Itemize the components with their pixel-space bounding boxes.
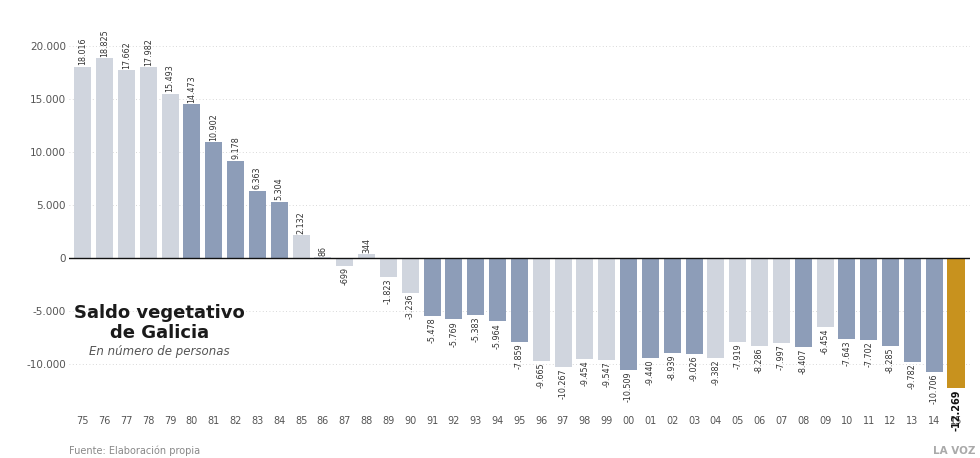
Text: 86: 86 xyxy=(318,246,327,256)
Text: Fuente: Elaboración propia: Fuente: Elaboración propia xyxy=(69,445,200,456)
Text: 344: 344 xyxy=(362,238,371,253)
Text: 18.016: 18.016 xyxy=(78,38,87,65)
Bar xyxy=(926,258,943,372)
Bar xyxy=(904,258,921,362)
Bar xyxy=(598,258,615,360)
Text: -5.769: -5.769 xyxy=(450,321,459,347)
Bar xyxy=(511,258,528,342)
Text: -5.964: -5.964 xyxy=(493,323,502,349)
Bar xyxy=(249,191,266,258)
Text: -9.665: -9.665 xyxy=(537,362,546,388)
Bar xyxy=(445,258,463,319)
Bar xyxy=(227,161,244,258)
Text: -7.643: -7.643 xyxy=(843,341,852,366)
Text: -9.547: -9.547 xyxy=(603,361,612,387)
Bar xyxy=(315,257,331,258)
Bar xyxy=(96,58,113,258)
Bar xyxy=(140,67,157,258)
Text: -7.702: -7.702 xyxy=(864,341,873,367)
Text: 17.662: 17.662 xyxy=(122,41,131,69)
Text: Saldo vegetativo: Saldo vegetativo xyxy=(74,305,245,322)
Text: 18.825: 18.825 xyxy=(100,29,109,57)
Bar xyxy=(729,258,746,342)
Text: 2.132: 2.132 xyxy=(297,211,306,234)
Bar xyxy=(663,258,681,353)
Text: -9.382: -9.382 xyxy=(711,359,720,385)
Text: -5.383: -5.383 xyxy=(471,317,480,342)
Bar xyxy=(205,142,222,258)
Text: 14.473: 14.473 xyxy=(187,75,196,103)
Bar xyxy=(467,258,484,315)
Text: -7.919: -7.919 xyxy=(733,344,742,370)
Text: 9.178: 9.178 xyxy=(231,136,240,159)
Text: -9.782: -9.782 xyxy=(907,364,917,389)
Bar xyxy=(948,258,964,388)
Bar xyxy=(336,258,353,266)
Bar xyxy=(118,71,135,258)
Text: -9.440: -9.440 xyxy=(646,360,655,385)
Bar xyxy=(816,258,834,327)
Bar xyxy=(358,255,375,258)
Bar xyxy=(162,93,178,258)
Bar xyxy=(708,258,724,358)
Text: -6.454: -6.454 xyxy=(820,328,829,354)
Text: -7.859: -7.859 xyxy=(514,343,524,369)
Bar xyxy=(620,258,637,370)
Bar xyxy=(183,104,201,258)
Text: -1.823: -1.823 xyxy=(384,279,393,305)
Bar xyxy=(751,258,768,346)
Text: -8.285: -8.285 xyxy=(886,348,895,373)
Bar xyxy=(380,258,397,278)
Bar xyxy=(423,258,441,316)
Text: de Galicia: de Galicia xyxy=(110,323,209,342)
Bar xyxy=(74,67,91,258)
Text: -12.269: -12.269 xyxy=(951,390,961,431)
Text: -8.286: -8.286 xyxy=(755,348,764,373)
Text: -9.026: -9.026 xyxy=(690,355,699,381)
Text: 10.902: 10.902 xyxy=(210,113,219,141)
Text: -5.478: -5.478 xyxy=(427,318,436,344)
Bar xyxy=(270,202,288,258)
Bar xyxy=(402,258,418,293)
Text: LA VOZ: LA VOZ xyxy=(933,446,975,456)
Text: -699: -699 xyxy=(340,267,349,285)
Bar xyxy=(838,258,856,339)
Text: -8.407: -8.407 xyxy=(799,349,808,374)
Text: 5.304: 5.304 xyxy=(274,178,284,201)
Bar xyxy=(773,258,790,343)
Bar xyxy=(642,258,659,359)
Bar xyxy=(860,258,877,340)
Bar xyxy=(489,258,506,322)
Text: 6.363: 6.363 xyxy=(253,167,262,189)
Bar xyxy=(555,258,571,367)
Bar xyxy=(293,235,310,258)
Bar xyxy=(795,258,811,348)
Text: -10.706: -10.706 xyxy=(930,373,939,404)
Text: 17.982: 17.982 xyxy=(144,38,153,65)
Bar xyxy=(686,258,703,354)
Bar xyxy=(882,258,899,346)
Text: En número de personas: En número de personas xyxy=(89,345,229,358)
Bar xyxy=(533,258,550,361)
Text: -10.509: -10.509 xyxy=(624,371,633,402)
Text: -9.454: -9.454 xyxy=(580,360,589,386)
Text: -10.267: -10.267 xyxy=(559,369,567,399)
Text: -3.236: -3.236 xyxy=(406,294,415,319)
Text: 15.493: 15.493 xyxy=(166,65,174,92)
Text: -8.939: -8.939 xyxy=(667,354,677,380)
Text: -7.997: -7.997 xyxy=(777,344,786,371)
Bar xyxy=(576,258,594,359)
